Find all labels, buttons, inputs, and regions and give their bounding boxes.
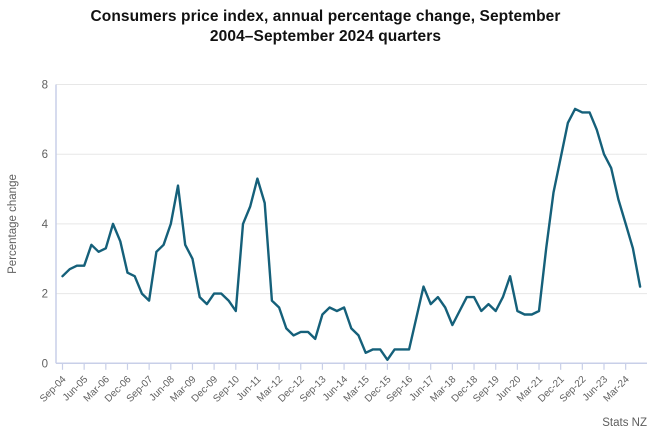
cpi-data-line [61, 107, 642, 361]
y-tick-label: 8 [42, 80, 48, 92]
y-tick-label: 6 [42, 149, 48, 161]
y-tick-label: 4 [42, 219, 49, 231]
y-axis-title: Percentage change [7, 174, 19, 274]
chart-title: Consumers price index, annual percentage… [0, 7, 651, 47]
chart-title-line2: 2004–September 2024 quarters [209, 28, 442, 45]
source-label: Stats NZ [602, 417, 647, 429]
chart-title-line1: Consumers price index, annual percentage… [90, 8, 561, 25]
y-tick-label: 0 [42, 358, 48, 370]
y-tick-label: 2 [42, 289, 48, 301]
